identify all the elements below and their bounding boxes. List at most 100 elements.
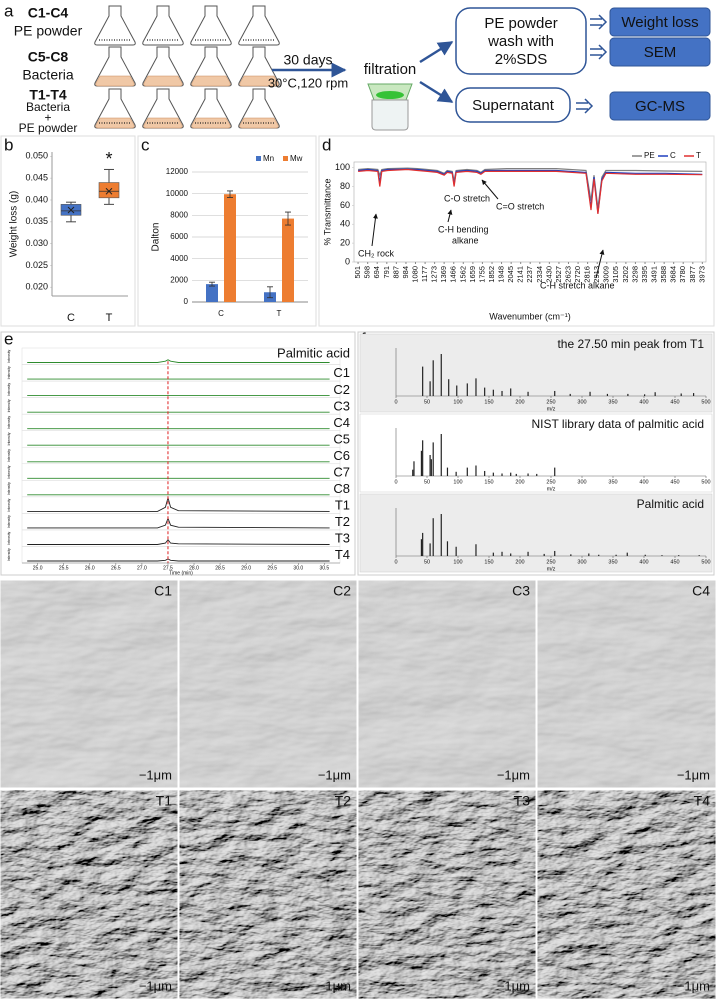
- group-desc: PE powder: [14, 23, 83, 39]
- panel-frame: [137, 135, 317, 327]
- trace-label: C6: [333, 448, 350, 463]
- x-tick-label: 25.0: [33, 565, 43, 571]
- result-text: SEM: [644, 44, 677, 61]
- annotation: alkane: [452, 235, 479, 245]
- x-tick-label: 3009: [602, 266, 611, 283]
- x-tick-label: 450: [670, 479, 679, 485]
- group-label: C1-C4: [28, 5, 69, 21]
- y-tick-label: 0: [184, 297, 189, 306]
- annotation-arrow: [481, 179, 499, 200]
- result-box: [609, 7, 711, 37]
- sem-image: [179, 790, 357, 999]
- x-tick-label: 400: [639, 559, 648, 565]
- scale-bar: −1μm: [318, 767, 351, 782]
- x-tick-label: 29.0: [241, 565, 251, 571]
- double-arrow: [590, 44, 608, 60]
- y-tick-label: 0.040: [25, 194, 48, 204]
- x-tick-label: 30.0: [293, 565, 303, 571]
- bacteria-culture: [191, 75, 231, 87]
- x-tick-label: 26.5: [111, 565, 121, 571]
- x-axis-label: m/z: [547, 566, 556, 572]
- annotation: C-H bending: [438, 224, 489, 234]
- legend-swatch: [256, 156, 261, 161]
- x-tick-label: 50: [424, 399, 430, 405]
- subpanel: [359, 413, 713, 493]
- x-tick-label: 3491: [650, 266, 659, 283]
- legend-label: Mw: [290, 154, 303, 163]
- bar: [282, 218, 294, 302]
- x-tick-label: 350: [608, 479, 617, 485]
- x-tick-label: 350: [608, 399, 617, 405]
- y-axis-label: Intensity: [7, 432, 11, 445]
- annotation: C-H stretch alkane: [540, 280, 615, 290]
- annotation-arrow: [447, 209, 453, 223]
- scale-bar: −1μm: [497, 978, 530, 993]
- x-tick-label: 694: [372, 266, 381, 279]
- y-axis-label: Intensity: [7, 399, 11, 412]
- mean-marker: [67, 206, 75, 214]
- x-tick-label: 28.0: [189, 565, 199, 571]
- x-tick-label: 2237: [525, 266, 534, 283]
- y-axis-label: Intensity: [7, 416, 11, 429]
- x-tick-label: 791: [382, 266, 391, 279]
- sem-frame: [178, 579, 358, 789]
- panel-frame: [0, 135, 136, 327]
- error-bar: [209, 281, 215, 287]
- scale-bar: −1μm: [677, 978, 710, 993]
- process-text: wash with: [487, 33, 554, 50]
- x-tick-label: 100: [453, 399, 462, 405]
- legend-label: C: [670, 151, 676, 160]
- sem-frame: [178, 789, 358, 999]
- trace-label: C8: [333, 481, 350, 496]
- double-arrow: [590, 14, 608, 30]
- bar: [224, 194, 236, 302]
- sem-frame: [357, 789, 537, 999]
- y-tick-label: 6000: [170, 232, 188, 241]
- y-tick-label: 0.035: [25, 216, 48, 226]
- x-tick-label: 250: [546, 479, 555, 485]
- legend-label: Mn: [263, 154, 274, 163]
- error-bar: [285, 211, 291, 226]
- sem-image: [0, 580, 178, 788]
- x-tick-label: 300: [577, 559, 586, 565]
- sem-image: [537, 790, 716, 999]
- x-tick-label: 3202: [621, 266, 630, 283]
- sem-image: [179, 580, 357, 788]
- trace-label: C5: [333, 431, 350, 446]
- x-tick-label: 1562: [458, 266, 467, 283]
- trace-label: T1: [335, 498, 350, 513]
- annotation-arrow: [371, 213, 378, 247]
- result-text: Weight loss: [621, 14, 698, 31]
- panel-frame: [0, 331, 356, 576]
- subpanel: [359, 333, 713, 413]
- x-tick-label: 1177: [420, 266, 429, 282]
- error-bar: [227, 190, 233, 198]
- x-tick-label: 1948: [497, 266, 506, 283]
- x-tick-label: 3298: [630, 266, 639, 283]
- sem-image: [358, 580, 536, 788]
- x-tick-label: 3877: [688, 266, 697, 283]
- y-axis-label: Intensity: [7, 515, 11, 528]
- flask: [142, 5, 184, 46]
- x-tick-label: 3684: [669, 266, 678, 283]
- box: [98, 182, 120, 199]
- x-tick-label: C: [67, 312, 75, 324]
- x-tick-label: 150: [484, 559, 493, 565]
- x-tick-label: 2720: [573, 266, 582, 283]
- y-axis-label: Intensity: [7, 350, 11, 363]
- conditions: 30°C,120 rpm: [268, 75, 348, 90]
- y-axis-label: Intensity: [7, 482, 11, 495]
- filter-membrane: [376, 91, 404, 99]
- x-tick-label: 500: [701, 559, 710, 565]
- x-tick-label: 2334: [535, 266, 544, 283]
- subpanel: [359, 493, 713, 573]
- x-tick-label: 1273: [430, 266, 439, 283]
- sem-frame: [357, 579, 537, 789]
- group-label: T1-T4: [29, 87, 67, 103]
- flask: [94, 5, 136, 46]
- x-tick-label: 1659: [468, 266, 477, 283]
- legend-label: PE: [644, 151, 655, 160]
- panel-label: e: [4, 329, 13, 348]
